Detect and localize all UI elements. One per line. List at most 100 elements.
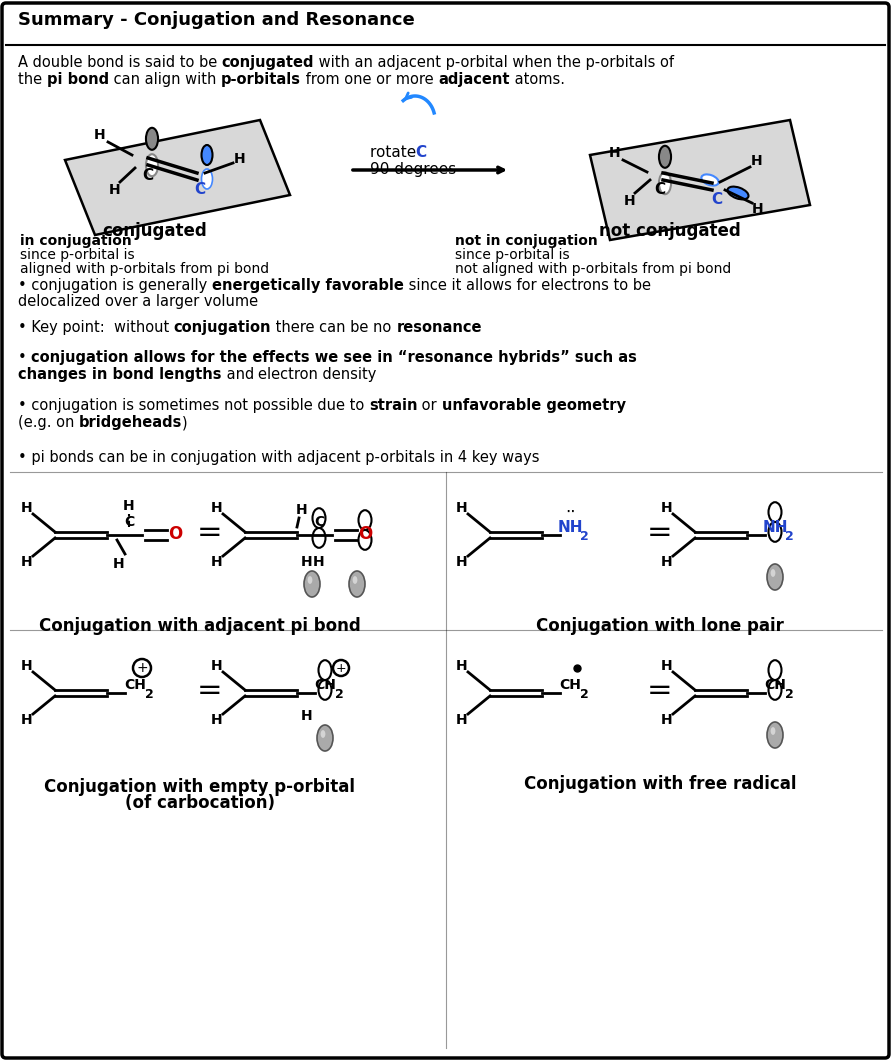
Text: there can be no: there can be no: [271, 320, 396, 335]
Text: H: H: [21, 501, 33, 515]
Text: H: H: [211, 713, 223, 727]
Text: Conjugation with adjacent pi bond: Conjugation with adjacent pi bond: [39, 617, 361, 635]
Text: C: C: [124, 515, 134, 529]
Text: (e.g. on: (e.g. on: [18, 416, 79, 430]
Text: conjugation allows for the effects we see in “resonance hybrids” such as: conjugation allows for the effects we se…: [31, 350, 637, 365]
Text: not in conjugation: not in conjugation: [455, 234, 598, 248]
Text: conjugation: conjugation: [174, 320, 271, 335]
Ellipse shape: [146, 154, 158, 176]
FancyBboxPatch shape: [6, 7, 885, 45]
Text: 2: 2: [334, 688, 343, 701]
Text: Summary - Conjugation and Resonance: Summary - Conjugation and Resonance: [18, 11, 415, 29]
Text: in conjugation: in conjugation: [20, 234, 132, 248]
Ellipse shape: [769, 660, 781, 681]
Text: since it allows for electrons to be: since it allows for electrons to be: [404, 278, 651, 293]
Ellipse shape: [701, 175, 719, 186]
Text: H: H: [661, 713, 673, 727]
Text: atoms.: atoms.: [509, 72, 565, 87]
Text: not conjugated: not conjugated: [599, 222, 741, 240]
Text: =: =: [197, 675, 223, 705]
Text: ): ): [182, 416, 188, 430]
Text: CH: CH: [764, 678, 786, 692]
Text: the: the: [18, 72, 46, 87]
Text: p-orbitals: p-orbitals: [221, 72, 301, 87]
Text: • conjugation is generally: • conjugation is generally: [18, 278, 212, 293]
Text: H: H: [456, 501, 467, 515]
Ellipse shape: [202, 145, 212, 165]
Text: 2: 2: [785, 688, 793, 701]
Text: not aligned with p-orbitals from pi bond: not aligned with p-orbitals from pi bond: [455, 262, 731, 276]
Text: H: H: [301, 709, 313, 723]
Text: H: H: [21, 659, 33, 673]
FancyBboxPatch shape: [2, 3, 889, 1058]
Text: H: H: [752, 202, 764, 216]
Ellipse shape: [312, 528, 326, 548]
Text: NH: NH: [558, 519, 582, 534]
Text: 2: 2: [580, 688, 589, 701]
Ellipse shape: [659, 146, 671, 167]
Text: 2: 2: [145, 688, 153, 701]
Text: and: and: [221, 367, 259, 382]
Text: O: O: [358, 525, 372, 543]
Text: H: H: [211, 555, 223, 569]
Text: or: or: [417, 398, 442, 413]
Ellipse shape: [318, 660, 332, 681]
Text: • conjugation is sometimes not possible due to: • conjugation is sometimes not possible …: [18, 398, 369, 413]
Text: 2: 2: [580, 530, 589, 543]
Text: H: H: [456, 713, 467, 727]
Text: H: H: [661, 555, 673, 569]
Text: electron density: electron density: [259, 367, 376, 382]
Ellipse shape: [308, 576, 312, 584]
Text: H: H: [211, 501, 223, 515]
Text: 90 degrees: 90 degrees: [370, 162, 456, 177]
Text: O: O: [168, 525, 182, 543]
Text: conjugated: conjugated: [103, 222, 207, 240]
Text: +: +: [335, 661, 346, 674]
Text: C: C: [415, 145, 426, 160]
Text: H: H: [301, 555, 313, 569]
Text: +: +: [136, 661, 148, 675]
Text: strain: strain: [369, 398, 417, 413]
Text: NH: NH: [763, 519, 788, 534]
Text: H: H: [751, 154, 763, 167]
Text: H: H: [109, 183, 120, 197]
Text: with an adjacent p-orbital when the p-orbitals of: with an adjacent p-orbital when the p-or…: [314, 55, 674, 70]
Text: C: C: [194, 182, 205, 197]
Ellipse shape: [317, 725, 333, 750]
Text: Conjugation with free radical: Conjugation with free radical: [524, 775, 797, 793]
Text: can align with: can align with: [109, 72, 221, 87]
Text: since p-orbital is: since p-orbital is: [455, 248, 570, 262]
Text: H: H: [661, 501, 673, 515]
Text: H: H: [235, 152, 246, 166]
Text: • pi bonds can be in conjugation with adjacent p-orbitals in 4 key ways: • pi bonds can be in conjugation with ad…: [18, 450, 540, 465]
Ellipse shape: [769, 502, 781, 522]
Ellipse shape: [202, 169, 212, 189]
Text: Conjugation with lone pair: Conjugation with lone pair: [536, 617, 784, 635]
Text: changes in bond lengths: changes in bond lengths: [18, 367, 221, 382]
Text: H: H: [21, 713, 33, 727]
Text: H: H: [95, 128, 106, 142]
Text: delocalized over a larger volume: delocalized over a larger volume: [18, 294, 258, 310]
Text: conjugated: conjugated: [222, 55, 314, 70]
Text: pi bond: pi bond: [46, 72, 109, 87]
Ellipse shape: [771, 727, 775, 735]
Text: A double bond is said to be: A double bond is said to be: [18, 55, 222, 70]
Text: unfavorable geometry: unfavorable geometry: [442, 398, 625, 413]
Text: CH: CH: [314, 678, 336, 692]
Text: energetically favorable: energetically favorable: [212, 278, 404, 293]
Text: H: H: [211, 659, 223, 673]
Text: C: C: [712, 192, 723, 207]
Ellipse shape: [320, 730, 326, 738]
Ellipse shape: [352, 576, 358, 584]
Text: 2: 2: [785, 530, 793, 543]
Text: adjacent: adjacent: [438, 72, 509, 87]
Ellipse shape: [771, 569, 775, 577]
Ellipse shape: [146, 128, 158, 149]
Ellipse shape: [769, 681, 781, 700]
Text: C: C: [314, 515, 324, 529]
Ellipse shape: [349, 571, 365, 597]
Text: H: H: [661, 659, 673, 673]
Ellipse shape: [769, 522, 781, 542]
Text: =: =: [648, 517, 673, 547]
Text: H: H: [296, 504, 308, 517]
